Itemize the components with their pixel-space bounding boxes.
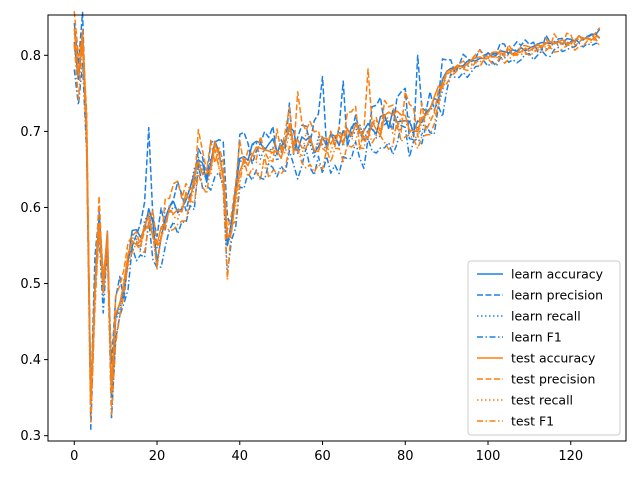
plot-frame	[47, 14, 627, 442]
legend-label: learn precision	[511, 288, 603, 303]
y-tick-label: 0.3	[20, 429, 41, 444]
legend-label: test F1	[511, 414, 554, 429]
series-line-learn-recall	[73, 33, 601, 401]
legend-label: test accuracy	[511, 351, 596, 366]
legend-label: learn F1	[511, 330, 562, 345]
x-tick-label: 60	[314, 449, 331, 464]
y-tick-label: 0.7	[20, 125, 41, 140]
x-tick-label: 120	[558, 449, 583, 464]
legend-label: learn recall	[511, 309, 581, 324]
series-line-test-precision	[73, 11, 601, 406]
x-tick-label: 40	[231, 449, 248, 464]
legend-label: learn accuracy	[511, 267, 604, 282]
x-tick-label: 0	[70, 449, 78, 464]
y-tick-label: 0.4	[20, 353, 41, 368]
y-tick-label: 0.6	[20, 201, 41, 216]
series-layer	[73, 11, 601, 431]
x-axis: 0 20 40 60 80 100 120	[70, 441, 583, 464]
x-tick-label: 20	[149, 449, 166, 464]
y-tick-label: 0.8	[20, 49, 41, 64]
x-tick-label: 100	[476, 449, 501, 464]
y-axis: 0.3 0.4 0.5 0.6 0.7 0.8	[20, 49, 48, 444]
legend-label: test recall	[511, 393, 573, 408]
legend-label: test precision	[511, 372, 595, 387]
legend: learn accuracy learn precision learn recal…	[467, 260, 621, 436]
y-tick-label: 0.5	[20, 277, 41, 292]
series-line-test-f1	[73, 37, 601, 423]
legend-box	[467, 260, 621, 436]
series-line-learn-f1	[73, 42, 600, 431]
x-tick-label: 80	[397, 449, 414, 464]
